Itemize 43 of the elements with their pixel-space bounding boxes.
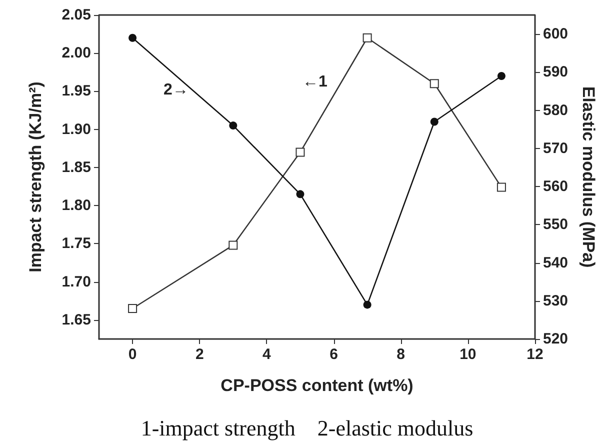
point bbox=[128, 34, 137, 42]
y2-tick-label: 560 bbox=[543, 178, 568, 196]
point bbox=[497, 72, 506, 80]
y-tick-label: 1.70 bbox=[62, 273, 91, 290]
annotation: 2→ bbox=[164, 82, 188, 98]
y-tick-label: 1.65 bbox=[62, 311, 91, 328]
x-tick-label: 4 bbox=[262, 346, 272, 363]
y2-tick-label: 530 bbox=[543, 292, 568, 310]
y2-tick-label: 520 bbox=[543, 330, 568, 348]
y-axis-title: Impact strength (KJ/m²) bbox=[26, 82, 45, 272]
x-tick-label: 10 bbox=[460, 346, 476, 363]
point bbox=[296, 190, 304, 198]
point bbox=[128, 304, 138, 314]
annotation: ←1 bbox=[302, 74, 328, 90]
point bbox=[430, 79, 439, 88]
point bbox=[296, 148, 305, 157]
x-tick-label: 8 bbox=[396, 346, 406, 363]
y-tick-label: 1.80 bbox=[62, 197, 91, 214]
point bbox=[228, 240, 238, 250]
point bbox=[362, 33, 372, 42]
y2-tick-label: 580 bbox=[543, 102, 568, 119]
y-tick-label: 1.90 bbox=[62, 120, 91, 138]
y2-axis-title: Elastic modulus (MPa) bbox=[579, 86, 598, 268]
x-axis-title: CP-POSS content (wt%) bbox=[220, 376, 414, 395]
y-tick-label: 1.75 bbox=[62, 235, 91, 252]
x-tick-label: 6 bbox=[330, 346, 338, 363]
x-tick-label: 2 bbox=[195, 346, 204, 363]
point bbox=[363, 300, 372, 309]
y-tick-label: 1.85 bbox=[62, 158, 91, 176]
x-tick-label: 12 bbox=[526, 346, 544, 363]
y-tick-label: 2.00 bbox=[62, 44, 91, 62]
point bbox=[430, 118, 438, 126]
y-tick-label: 2.05 bbox=[62, 6, 91, 24]
y2-tick-label: 550 bbox=[543, 216, 568, 234]
point bbox=[496, 182, 506, 192]
x-tick-label: 0 bbox=[128, 346, 137, 363]
point bbox=[229, 122, 238, 130]
y2-tick-label: 590 bbox=[543, 64, 568, 81]
y2-tick-label: 570 bbox=[543, 140, 568, 157]
y2-tick-label: 540 bbox=[543, 254, 568, 272]
text: 1-impact strength 2-elastic modulus bbox=[140, 416, 474, 440]
y2-tick-label: 600 bbox=[543, 26, 568, 43]
y-tick-label: 1.95 bbox=[62, 82, 91, 100]
